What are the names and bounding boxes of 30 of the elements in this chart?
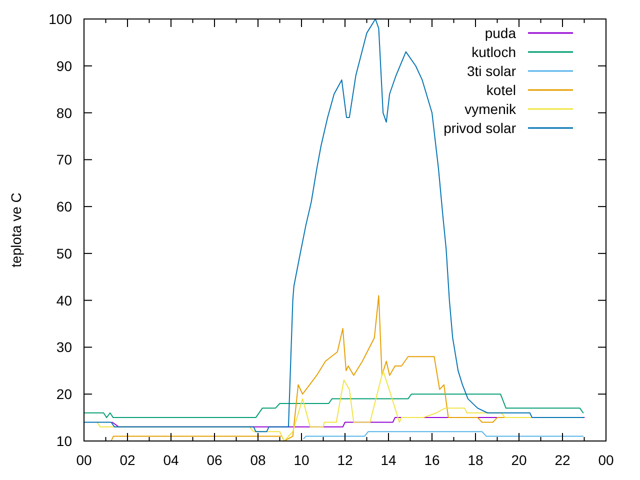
x-tick-label: 04: [163, 452, 179, 468]
legend-label: kutloch: [472, 44, 516, 60]
y-tick-label: 60: [56, 198, 72, 215]
legend-label: privod solar: [444, 120, 516, 136]
x-tick-label: 06: [206, 452, 222, 468]
x-tick-label: 16: [424, 452, 440, 468]
y-tick-label: 70: [56, 152, 72, 168]
x-tick-label: 00: [76, 452, 92, 468]
x-tick-label: 02: [120, 452, 136, 468]
x-tick-label: 00: [598, 452, 614, 468]
y-tick-label: 40: [56, 292, 72, 308]
x-tick-label: 22: [554, 452, 570, 468]
legend-label: 3ti solar: [466, 63, 516, 79]
y-axis-title: teplota ve C: [8, 192, 24, 268]
y-tick-label: 10: [56, 433, 72, 449]
y-tick-label: 100: [48, 11, 72, 27]
x-tick-label: 20: [511, 452, 527, 468]
x-tick-label: 10: [294, 452, 310, 468]
x-tick-label: 12: [337, 452, 353, 468]
y-tick-label: 30: [56, 339, 72, 356]
legend-label: puda: [484, 25, 516, 41]
legend-label: vymenik: [464, 101, 517, 117]
legend-label: kotel: [486, 82, 516, 98]
y-tick-label: 20: [56, 386, 72, 402]
x-tick-label: 18: [468, 452, 484, 468]
y-tick-label: 90: [56, 58, 72, 74]
y-tick-label: 50: [56, 245, 72, 262]
x-tick-label: 14: [380, 452, 396, 468]
x-tick-label: 08: [250, 452, 266, 468]
y-tick-label: 80: [56, 104, 72, 121]
